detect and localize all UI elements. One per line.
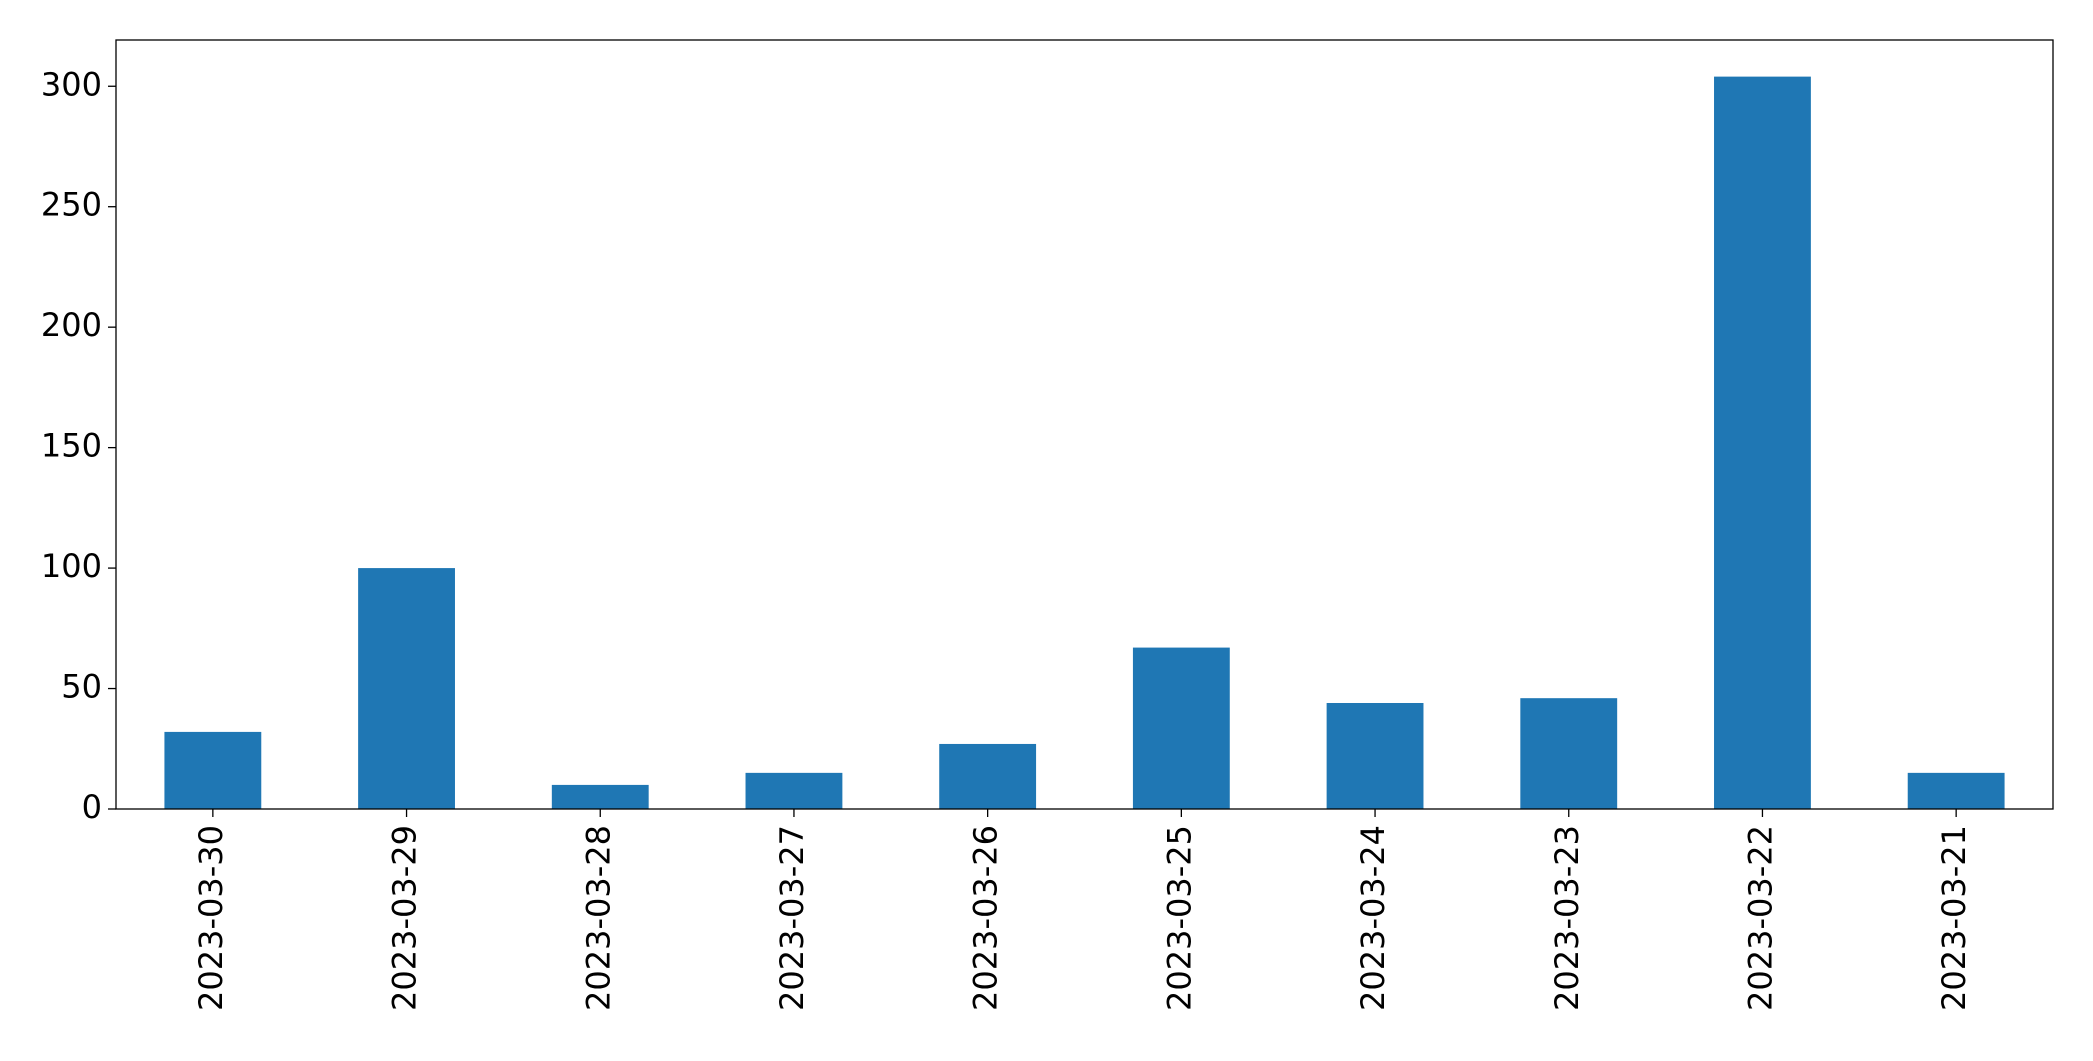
x-tick-label: 2023-03-28 xyxy=(579,825,617,1011)
y-tick-label: 150 xyxy=(41,427,102,465)
bar xyxy=(164,731,262,809)
x-tick-label: 2023-03-26 xyxy=(967,825,1005,1011)
x-tick-label: 2023-03-27 xyxy=(773,825,811,1011)
bar xyxy=(358,568,455,809)
plot-frame xyxy=(115,39,2054,810)
x-tick-label: 2023-03-22 xyxy=(1741,825,1779,1011)
bar xyxy=(1132,647,1230,809)
bar xyxy=(939,743,1037,809)
y-tick-label: 100 xyxy=(41,547,102,585)
x-tick-label: 2023-03-24 xyxy=(1354,825,1392,1011)
x-tick-label: 2023-03-21 xyxy=(1935,825,1973,1011)
bar xyxy=(745,772,843,809)
x-tick-label: 2023-03-23 xyxy=(1548,825,1586,1011)
y-tick-label: 250 xyxy=(41,186,102,224)
bar xyxy=(1520,698,1618,809)
y-tick-label: 50 xyxy=(61,668,102,706)
bar xyxy=(1714,76,1811,810)
bar xyxy=(1907,772,2005,809)
y-tick-label: 300 xyxy=(41,65,102,103)
x-tick-label: 2023-03-29 xyxy=(386,825,424,1011)
x-tick-label: 2023-03-30 xyxy=(192,825,230,1011)
y-tick-label: 0 xyxy=(82,788,102,826)
bar xyxy=(1326,702,1424,809)
y-tick-label: 200 xyxy=(41,306,102,344)
x-tick-label: 2023-03-25 xyxy=(1160,825,1198,1011)
bar xyxy=(551,784,649,809)
